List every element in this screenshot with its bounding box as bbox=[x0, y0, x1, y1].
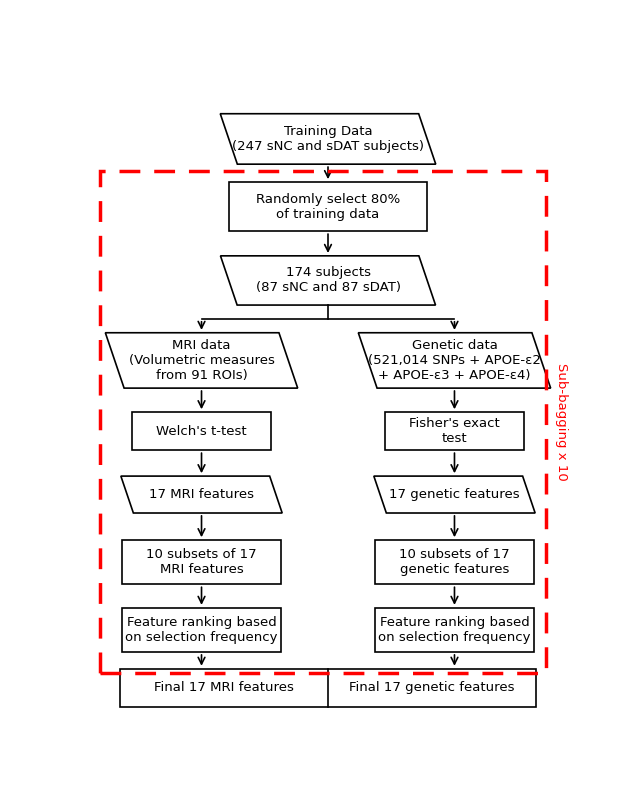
Polygon shape bbox=[358, 332, 550, 388]
Text: 17 genetic features: 17 genetic features bbox=[389, 488, 520, 501]
Text: Final 17 genetic features: Final 17 genetic features bbox=[349, 682, 515, 694]
Text: MRI data
(Volumetric measures
from 91 ROIs): MRI data (Volumetric measures from 91 RO… bbox=[129, 339, 275, 382]
Text: 10 subsets of 17
genetic features: 10 subsets of 17 genetic features bbox=[399, 548, 510, 576]
Bar bbox=[385, 412, 524, 451]
Bar bbox=[120, 669, 536, 707]
Bar bbox=[122, 608, 281, 652]
Polygon shape bbox=[121, 476, 282, 513]
Text: 17 MRI features: 17 MRI features bbox=[149, 488, 254, 501]
Bar bbox=[132, 412, 271, 451]
Bar bbox=[375, 540, 534, 584]
Polygon shape bbox=[220, 113, 436, 164]
Polygon shape bbox=[374, 476, 535, 513]
Text: 10 subsets of 17
MRI features: 10 subsets of 17 MRI features bbox=[146, 548, 257, 576]
Polygon shape bbox=[220, 256, 436, 305]
Text: Genetic data
(521,014 SNPs + APOE-ε2
+ APOE-ε3 + APOE-ε4): Genetic data (521,014 SNPs + APOE-ε2 + A… bbox=[368, 339, 541, 382]
Text: Fisher's exact
test: Fisher's exact test bbox=[409, 417, 500, 445]
Text: Sub-bagging x 10: Sub-bagging x 10 bbox=[555, 363, 568, 481]
Text: 174 subjects
(87 sNC and 87 sDAT): 174 subjects (87 sNC and 87 sDAT) bbox=[255, 266, 401, 295]
Text: Feature ranking based
on selection frequency: Feature ranking based on selection frequ… bbox=[378, 616, 531, 644]
Polygon shape bbox=[106, 332, 298, 388]
Text: Randomly select 80%
of training data: Randomly select 80% of training data bbox=[256, 193, 400, 221]
Text: Final 17 MRI features: Final 17 MRI features bbox=[154, 682, 294, 694]
Text: Welch's t-test: Welch's t-test bbox=[156, 425, 247, 438]
Bar bbox=[375, 608, 534, 652]
Text: Training Data
(247 sNC and sDAT subjects): Training Data (247 sNC and sDAT subjects… bbox=[232, 125, 424, 153]
Text: Feature ranking based
on selection frequency: Feature ranking based on selection frequ… bbox=[125, 616, 278, 644]
Bar bbox=[122, 540, 281, 584]
Bar bbox=[229, 182, 428, 231]
Bar bbox=[100, 171, 547, 673]
